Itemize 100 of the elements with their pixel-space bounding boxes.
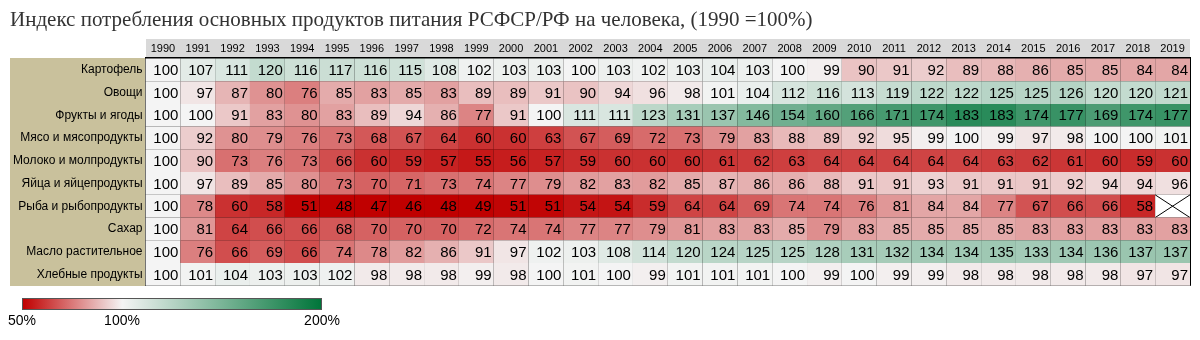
data-label: 81 bbox=[196, 220, 214, 238]
data-label: 73 bbox=[335, 129, 353, 147]
data-label: 116 bbox=[293, 60, 318, 78]
data-label: 98 bbox=[509, 265, 527, 283]
data-label: 100 bbox=[605, 265, 631, 283]
data-label: 100 bbox=[153, 83, 179, 101]
data-label: 131 bbox=[675, 106, 701, 124]
data-label: 84 bbox=[962, 197, 980, 215]
data-label: 62 bbox=[1032, 151, 1049, 169]
data-label: 60 bbox=[614, 151, 631, 169]
data-label: 70 bbox=[440, 220, 457, 238]
data-label: 64 bbox=[962, 151, 980, 169]
data-label: 86 bbox=[440, 106, 457, 124]
y-tick-label: Яйца и яйцепродукты bbox=[21, 175, 143, 190]
data-label: 108 bbox=[605, 242, 631, 260]
data-label: 51 bbox=[509, 197, 527, 215]
data-label: 79 bbox=[823, 220, 840, 238]
data-label: 91 bbox=[962, 174, 980, 192]
data-label: 77 bbox=[509, 174, 527, 192]
data-label: 58 bbox=[1136, 197, 1154, 215]
data-label: 92 bbox=[196, 129, 214, 147]
data-label: 83 bbox=[335, 106, 353, 124]
data-label: 74 bbox=[509, 220, 527, 238]
data-label: 99 bbox=[997, 129, 1014, 147]
data-label: 85 bbox=[962, 220, 980, 238]
data-label: 119 bbox=[885, 83, 910, 101]
data-label: 123 bbox=[640, 106, 666, 124]
data-label: 97 bbox=[509, 242, 527, 260]
data-label: 135 bbox=[988, 242, 1014, 260]
data-label: 125 bbox=[780, 242, 806, 260]
data-label: 92 bbox=[857, 129, 875, 147]
data-label: 83 bbox=[718, 220, 736, 238]
x-tick-label: 1990 bbox=[150, 41, 176, 54]
data-label: 67 bbox=[579, 129, 597, 147]
data-label: 132 bbox=[884, 242, 910, 260]
data-label: 100 bbox=[780, 265, 806, 283]
data-label: 83 bbox=[1171, 220, 1188, 238]
data-label: 90 bbox=[857, 60, 875, 78]
data-label: 60 bbox=[231, 197, 248, 215]
data-label: 66 bbox=[1066, 197, 1084, 215]
data-label: 83 bbox=[370, 83, 388, 101]
data-label: 100 bbox=[153, 106, 179, 124]
data-label: 100 bbox=[153, 197, 179, 215]
data-label: 98 bbox=[962, 265, 980, 283]
data-label: 99 bbox=[823, 265, 840, 283]
data-label: 102 bbox=[466, 60, 492, 78]
y-tick-label: Овощи bbox=[103, 84, 143, 99]
data-label: 79 bbox=[544, 174, 562, 192]
data-label: 101 bbox=[745, 265, 771, 283]
data-label: 137 bbox=[710, 106, 736, 124]
data-label: 91 bbox=[997, 174, 1014, 192]
data-label: 83 bbox=[266, 106, 283, 124]
data-label: 107 bbox=[188, 60, 214, 78]
data-label: 97 bbox=[1136, 265, 1154, 283]
data-label: 96 bbox=[1171, 174, 1188, 192]
data-label: 154 bbox=[780, 106, 806, 124]
x-tick-label: 2012 bbox=[916, 41, 942, 54]
data-label: 122 bbox=[919, 83, 945, 101]
data-label: 61 bbox=[718, 151, 736, 169]
data-label: 102 bbox=[640, 60, 666, 78]
data-label: 68 bbox=[335, 220, 353, 238]
data-label: 58 bbox=[266, 197, 283, 215]
data-label: 124 bbox=[710, 242, 736, 260]
data-label: 116 bbox=[815, 83, 840, 101]
x-tick-label: 1996 bbox=[359, 41, 385, 54]
x-tick-label: 2016 bbox=[1055, 41, 1081, 54]
x-tick-label: 2009 bbox=[812, 41, 837, 54]
data-label: 66 bbox=[1101, 197, 1119, 215]
data-label: 70 bbox=[405, 220, 423, 238]
data-label: 85 bbox=[1066, 60, 1084, 78]
data-label: 100 bbox=[1093, 129, 1119, 147]
data-label: 95 bbox=[892, 129, 910, 147]
data-label: 94 bbox=[1101, 174, 1119, 192]
data-label: 64 bbox=[892, 151, 910, 169]
data-label: 120 bbox=[675, 242, 701, 260]
data-label: 84 bbox=[1171, 60, 1188, 78]
data-label: 92 bbox=[927, 60, 945, 78]
data-label: 72 bbox=[649, 129, 666, 147]
data-label: 120 bbox=[1128, 83, 1154, 101]
color-bar-label: 100% bbox=[104, 312, 140, 328]
x-tick-label: 2005 bbox=[672, 41, 698, 54]
data-label: 103 bbox=[292, 265, 318, 283]
data-label: 49 bbox=[475, 197, 492, 215]
data-label: 77 bbox=[997, 197, 1014, 215]
data-label: 103 bbox=[571, 242, 597, 260]
data-label: 103 bbox=[605, 60, 631, 78]
data-label: 98 bbox=[997, 265, 1014, 283]
data-label: 100 bbox=[954, 129, 980, 147]
data-label: 133 bbox=[1023, 242, 1049, 260]
data-label: 166 bbox=[849, 106, 875, 124]
data-label: 89 bbox=[231, 174, 248, 192]
data-label: 80 bbox=[266, 83, 283, 101]
data-label: 80 bbox=[300, 174, 318, 192]
data-label: 86 bbox=[440, 242, 457, 260]
data-label: 98 bbox=[1032, 265, 1049, 283]
data-label: 70 bbox=[370, 220, 388, 238]
data-label: 91 bbox=[857, 174, 875, 192]
x-tick-label: 2007 bbox=[742, 41, 768, 54]
data-label: 122 bbox=[954, 83, 980, 101]
x-tick-label: 2008 bbox=[777, 41, 802, 54]
